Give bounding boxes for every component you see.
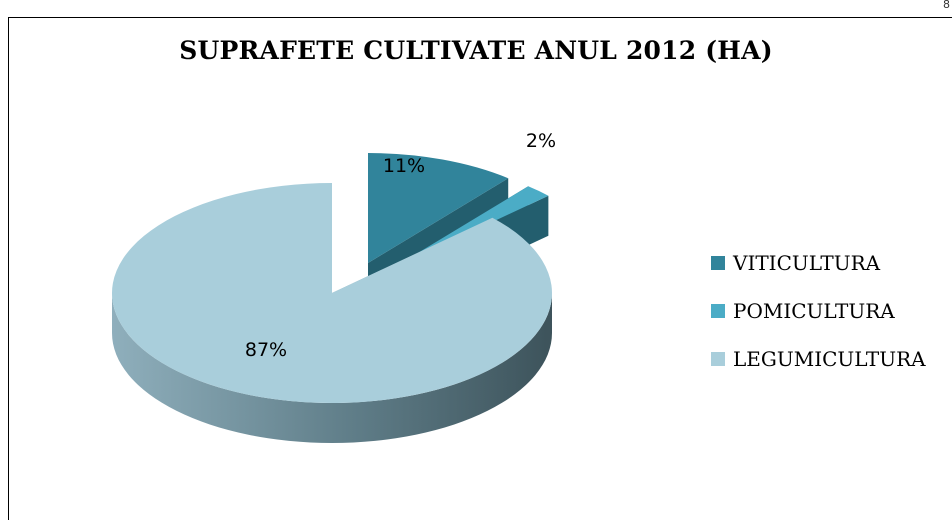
legend: VITICULTURA POMICULTURA LEGUMICULTURA <box>711 239 926 383</box>
chart-frame <box>8 17 952 520</box>
data-label: 2% <box>526 130 556 152</box>
chart-title: SUPRAFETE CULTIVATE ANUL 2012 (HA) <box>179 36 773 65</box>
legend-item-viticultura: VITICULTURA <box>711 239 926 287</box>
legend-swatch <box>711 304 725 318</box>
legend-swatch <box>711 256 725 270</box>
pie-slice-side <box>112 293 552 443</box>
legend-item-pomicultura: POMICULTURA <box>711 287 926 335</box>
legend-item-legumicultura: LEGUMICULTURA <box>711 335 926 383</box>
pie-label-layer: 11% 2% 87% <box>245 130 556 361</box>
legend-label: VITICULTURA <box>733 251 881 275</box>
pie-slice-legumicultura <box>112 183 552 403</box>
legend-label: LEGUMICULTURA <box>733 347 926 371</box>
legend-swatch <box>711 352 725 366</box>
data-label: 11% <box>383 155 425 177</box>
page-number: 8 <box>943 0 950 11</box>
pie-slice-viticultura <box>368 153 509 263</box>
pie-top-layer <box>112 153 552 403</box>
legend-label: POMICULTURA <box>733 299 895 323</box>
data-label: 87% <box>245 339 287 361</box>
